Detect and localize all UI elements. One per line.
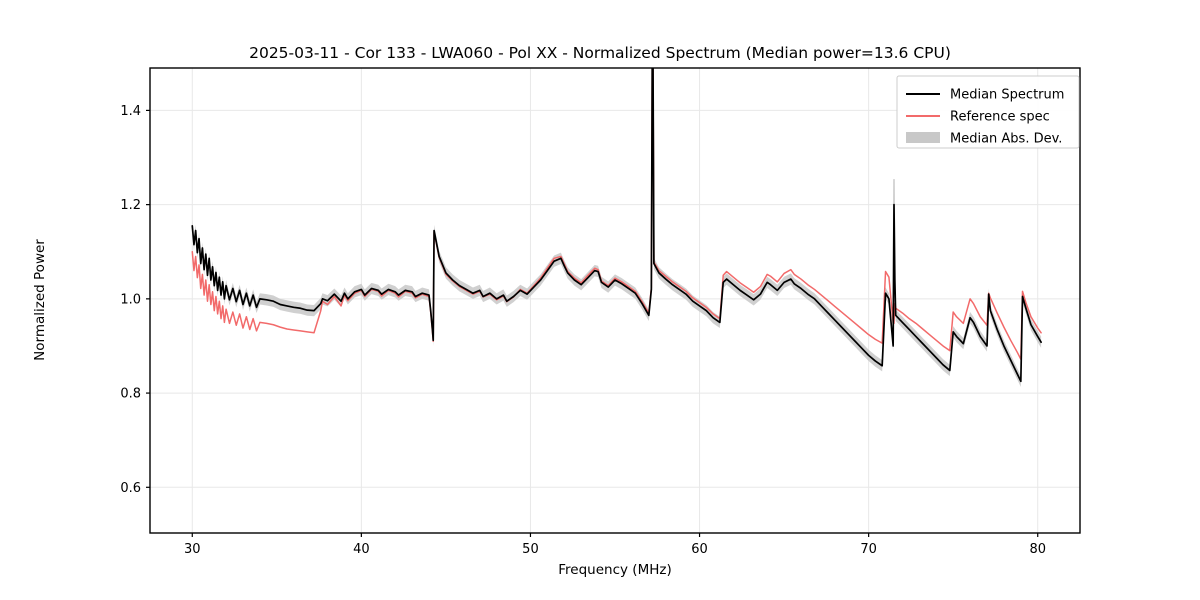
x-tick-labels: 30 40 50 60 70 80 [184,542,1046,557]
x-tick-label: 80 [1029,542,1046,557]
legend[interactable]: Median Spectrum Reference spec Median Abs.… [896,75,1080,149]
x-tick-label: 60 [691,542,708,557]
series-line-reference-spec [191,68,1042,360]
y-tick-label: 1.2 [120,198,141,213]
legend-swatch-band [906,132,940,143]
x-tick-label: 70 [860,542,877,557]
legend-entry-label[interactable]: Median Abs. Dev. [950,132,1062,147]
x-tick-label: 30 [184,542,201,557]
x-tick-label: 40 [353,542,370,557]
legend-entry-label[interactable]: Median Spectrum [950,88,1064,103]
chart-title: 2025-03-11 - Cor 133 - LWA060 - Pol XX -… [249,44,951,62]
x-tick-label: 50 [522,542,539,557]
spectrum-lines [191,68,1042,383]
y-tick-labels: 0.6 0.8 1.0 1.2 1.4 [120,104,141,496]
legend-entry-label[interactable]: Reference spec [950,110,1050,125]
x-axis-ticks [191,533,1039,537]
y-tick-label: 0.8 [120,387,141,402]
legend-box [896,75,1080,149]
y-axis-ticks [146,109,150,488]
legend-items[interactable]: Median Spectrum Reference spec Median Abs.… [906,88,1064,147]
y-tick-label: 1.0 [120,292,141,307]
y-axis-label: Normalized Power [32,239,48,361]
series-line-median-spectrum [191,68,1042,383]
x-axis-label: Frequency (MHz) [558,562,671,578]
axes-spine [149,67,1081,534]
y-tick-label: 1.4 [120,104,141,119]
y-tick-label: 0.6 [120,481,141,496]
